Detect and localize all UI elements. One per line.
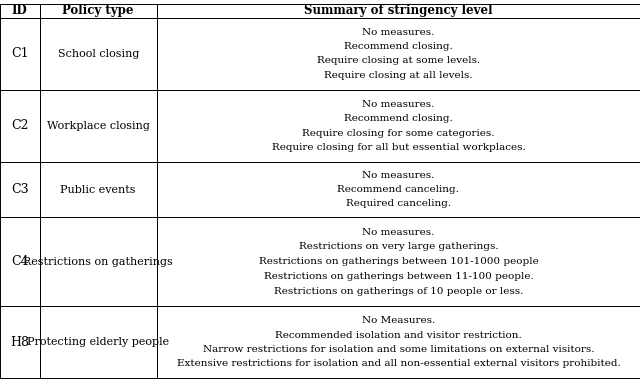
Bar bbox=[157, 217, 640, 306]
Text: C4: C4 bbox=[11, 255, 29, 268]
Text: Summary of stringency level: Summary of stringency level bbox=[304, 4, 493, 17]
Bar bbox=[0, 306, 40, 378]
Text: Recommend closing.: Recommend closing. bbox=[344, 114, 452, 123]
Bar bbox=[0, 18, 40, 90]
Text: No measures.: No measures. bbox=[362, 227, 435, 237]
Bar bbox=[40, 4, 157, 18]
Text: Require closing for all but essential workplaces.: Require closing for all but essential wo… bbox=[271, 143, 525, 152]
Text: C1: C1 bbox=[11, 47, 29, 60]
Text: Extensive restrictions for isolation and all non-essential external visitors pro: Extensive restrictions for isolation and… bbox=[177, 359, 620, 368]
Text: ID: ID bbox=[12, 4, 28, 17]
Text: Restrictions on gatherings of 10 people or less.: Restrictions on gatherings of 10 people … bbox=[274, 287, 523, 296]
Text: C3: C3 bbox=[11, 183, 29, 196]
Text: Protecting elderly people: Protecting elderly people bbox=[27, 337, 170, 347]
Bar bbox=[157, 306, 640, 378]
Text: Recommend canceling.: Recommend canceling. bbox=[337, 185, 460, 194]
Text: School closing: School closing bbox=[58, 49, 139, 59]
Text: H8: H8 bbox=[10, 336, 29, 349]
Bar bbox=[0, 90, 40, 162]
Text: Restrictions on gatherings between 11-100 people.: Restrictions on gatherings between 11-10… bbox=[264, 272, 533, 281]
Text: No measures.: No measures. bbox=[362, 171, 435, 180]
Bar bbox=[157, 90, 640, 162]
Bar bbox=[0, 217, 40, 306]
Bar bbox=[40, 306, 157, 378]
Text: Require closing at some levels.: Require closing at some levels. bbox=[317, 56, 480, 65]
Bar bbox=[0, 4, 40, 18]
Text: Policy type: Policy type bbox=[63, 4, 134, 17]
Text: Restrictions on gatherings: Restrictions on gatherings bbox=[24, 257, 173, 267]
Bar bbox=[157, 162, 640, 217]
Bar bbox=[157, 18, 640, 90]
Bar bbox=[40, 18, 157, 90]
Text: Recommended isolation and visitor restriction.: Recommended isolation and visitor restri… bbox=[275, 330, 522, 340]
Text: Workplace closing: Workplace closing bbox=[47, 121, 150, 131]
Text: C2: C2 bbox=[11, 119, 29, 132]
Text: Recommend closing.: Recommend closing. bbox=[344, 42, 452, 51]
Text: No Measures.: No Measures. bbox=[362, 316, 435, 325]
Text: Restrictions on very large gatherings.: Restrictions on very large gatherings. bbox=[299, 242, 498, 251]
Text: Restrictions on gatherings between 101-1000 people: Restrictions on gatherings between 101-1… bbox=[259, 257, 538, 266]
Text: No measures.: No measures. bbox=[362, 100, 435, 109]
Text: Require closing at all levels.: Require closing at all levels. bbox=[324, 71, 473, 80]
Bar bbox=[157, 4, 640, 18]
Text: Required canceling.: Required canceling. bbox=[346, 199, 451, 208]
Bar bbox=[0, 162, 40, 217]
Bar bbox=[40, 90, 157, 162]
Text: Narrow restrictions for isolation and some limitations on external visitors.: Narrow restrictions for isolation and so… bbox=[203, 345, 594, 354]
Bar bbox=[40, 162, 157, 217]
Text: Require closing for some categories.: Require closing for some categories. bbox=[302, 129, 495, 137]
Text: Public events: Public events bbox=[61, 185, 136, 195]
Text: No measures.: No measures. bbox=[362, 27, 435, 37]
Bar bbox=[40, 217, 157, 306]
